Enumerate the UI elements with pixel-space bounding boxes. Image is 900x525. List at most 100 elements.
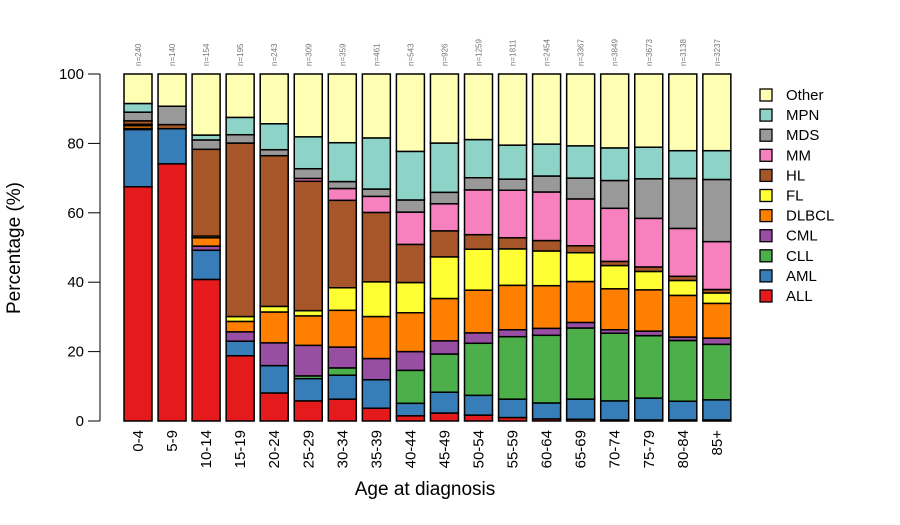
bar-segment-mpn-15-19 [225,116,255,136]
bar-segment-aml-40-44 [395,402,426,417]
bar-segment-mpn-65-69 [565,145,596,179]
bar-segment-fl-85+ [702,292,732,305]
bar-segment-hl-40-44 [395,243,426,284]
bar-segment-mpn-60-64 [531,143,562,177]
bar-segment-cll-60-64 [531,334,562,404]
bar-segment-hl-65-69 [565,245,596,254]
bar-segment-mds-40-44 [395,199,426,213]
y-tick-label: 20 [67,344,84,361]
bar-segment-mds-0-4 [123,111,153,122]
legend-swatch-aml [759,269,773,283]
bar-segment-mm-30-34 [327,187,358,202]
bar-segment-mds-75-79 [634,178,664,220]
bar-segment-fl-65-69 [565,251,596,283]
bar-segment-cll-30-34 [327,367,358,376]
bar-segment-aml-55-59 [497,398,528,419]
y-tick-label: 80 [67,135,84,152]
legend-label-cll: CLL [786,248,814,265]
bar-segment-hl-55-59 [497,237,528,250]
x-tick-label: 80-84 [675,430,692,468]
bar-segment-other-15-19 [225,73,255,119]
bar-segment-all-30-34 [327,398,358,422]
bar-segment-dlbcl-20-24 [259,311,289,344]
bar-segment-mds-25-29 [293,167,323,180]
legend-label-cml: CML [786,228,818,245]
bar-segment-aml-65-69 [565,398,596,421]
bar-segment-mm-40-44 [395,211,426,246]
bar-segment-mds-35-39 [361,188,392,198]
x-tick-label: 0-4 [130,430,147,452]
x-tick-label: 65-69 [573,430,590,468]
count-label: n=3138 [679,39,688,66]
bar-segment-other-55-59 [497,73,528,146]
bar-segment-aml-30-34 [327,374,358,400]
bar-segment-other-50-54 [463,73,494,141]
count-label: n=154 [202,43,211,66]
bar-segment-other-75-79 [634,73,664,148]
bar-segment-aml-0-4 [123,128,153,188]
bar-segment-hl-15-19 [225,142,255,318]
bar-segment-fl-30-34 [327,287,358,312]
bar-segment-dlbcl-35-39 [361,315,392,360]
bar-segment-mm-75-79 [634,217,664,268]
bar-segment-other-85+ [702,73,732,152]
bar-segment-cml-55-59 [497,328,528,338]
bar-segment-mpn-40-44 [395,150,426,201]
bar-segment-aml-25-29 [293,377,323,402]
count-label: n=309 [304,43,313,66]
legend-swatch-cml [759,229,773,243]
count-label: n=3367 [577,39,586,66]
bar-segment-mpn-75-79 [634,146,664,180]
bar-segment-cml-45-49 [429,340,460,355]
legend-label-mds: MDS [786,127,819,144]
bar-segment-other-20-24 [259,73,289,125]
x-tick-label: 55-59 [505,430,522,468]
bar-segment-mpn-80-84 [668,149,698,180]
bar-segment-cml-40-44 [395,350,426,372]
bar-segment-other-70-74 [599,73,630,149]
bar-segment-cll-80-84 [668,339,698,402]
bar-segment-all-0-4 [123,186,153,422]
y-axis-title: Percentage (%) [4,182,25,314]
bar-segment-other-45-49 [429,73,460,144]
bar-segment-mpn-50-54 [463,138,494,179]
bar-segment-mpn-30-34 [327,141,358,183]
bar-segment-other-10-14 [191,73,221,136]
bar-segment-fl-80-84 [668,279,698,297]
bar-segment-mds-20-24 [259,148,289,157]
bar-segment-other-25-29 [293,73,323,138]
y-tick-label: 0 [76,413,84,430]
bar-segment-all-10-14 [191,278,221,422]
bar-segment-cll-75-79 [634,334,664,399]
count-label: n=1259 [475,39,484,66]
bar-segment-aml-75-79 [634,397,664,421]
legend-label-dlbcl: DLBCL [786,208,834,225]
bar-segment-aml-15-19 [225,340,255,357]
bar-segment-hl-10-14 [191,148,221,237]
x-tick-label: 85+ [709,430,726,456]
x-tick-label: 70-74 [607,430,624,468]
bar-segment-cll-50-54 [463,342,494,397]
count-label: n=461 [372,43,381,66]
bar-segment-aml-45-49 [429,391,460,414]
bar-segment-other-5-9 [157,73,187,108]
count-label: n=926 [440,43,449,66]
bar-segment-dlbcl-80-84 [668,294,698,338]
bar-segment-mpn-70-74 [599,147,630,182]
count-labels-group: n=240 n=140 n=154 n=195 n=243 n=309 n=359 n=461… [134,39,722,66]
bar-segment-all-25-29 [293,400,323,422]
bar-segment-hl-50-54 [463,233,494,250]
x-tick-label: 60-64 [539,430,556,468]
bar-segment-fl-75-79 [634,270,664,291]
bar-segment-cml-30-34 [327,346,358,369]
count-label: n=3673 [645,39,654,66]
legend-label-fl: FL [786,188,804,205]
legend-swatch-cll [759,249,773,263]
y-axis: 0 20 40 60 80 100 [59,66,101,430]
bar-segment-other-65-69 [565,73,596,147]
bar-segment-aml-10-14 [191,249,221,281]
bar-segment-cll-40-44 [395,369,426,405]
bar-segment-fl-20-24 [259,305,289,313]
bar-segment-mpn-25-29 [293,136,323,170]
bar-segment-dlbcl-55-59 [497,284,528,331]
